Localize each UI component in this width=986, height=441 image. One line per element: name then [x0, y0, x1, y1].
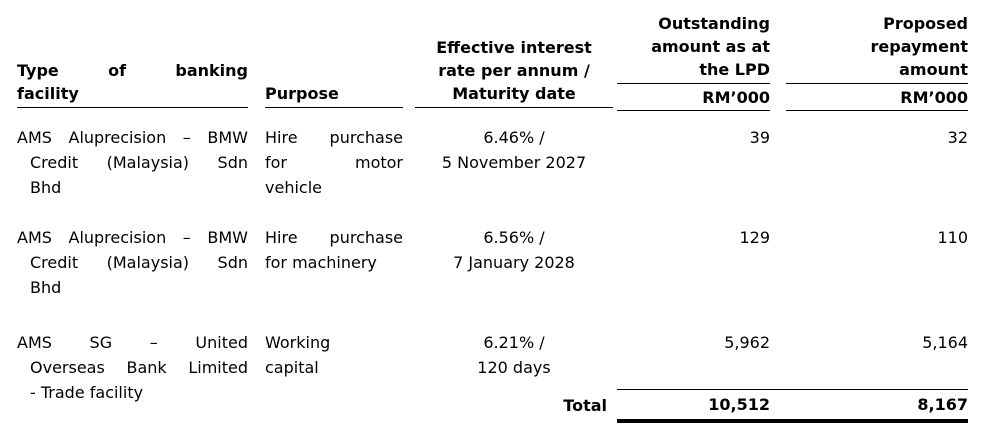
- header-proposed-line3: amount: [899, 60, 968, 79]
- purpose-line: capital: [265, 358, 319, 377]
- purpose-cell: Working capital: [265, 330, 403, 380]
- rate-line: 5 November 2027: [441, 153, 587, 172]
- table-row: AMS Aluprecision – BMW Credit (Malaysia)…: [0, 225, 986, 300]
- header-purpose-label: Purpose: [265, 84, 339, 103]
- rate-cell: 6.46% / 5 November 2027: [415, 125, 613, 175]
- facility-cell: AMS Aluprecision – BMW Credit (Malaysia)…: [17, 125, 248, 200]
- header-facility-line2: facility: [17, 84, 79, 103]
- facility-line: Bhd: [30, 278, 62, 297]
- rate-cell: 6.56% / 7 January 2028: [415, 225, 613, 275]
- facility-line: Overseas Bank Limited: [30, 358, 248, 377]
- header-facility-line1: Type of banking: [17, 61, 248, 80]
- rate-line: 6.56% /: [483, 228, 545, 247]
- header-facility: Type of banking facility: [17, 59, 248, 108]
- rate-line: 6.46% /: [483, 128, 545, 147]
- banking-facilities-table: Type of banking facility Purpose Effecti…: [0, 8, 986, 423]
- facility-line: - Trade facility: [30, 383, 144, 402]
- header-proposed-title: Proposed repayment amount: [786, 12, 968, 84]
- outstanding-amount: 39: [749, 128, 770, 147]
- total-outstanding: 10,512: [708, 395, 770, 414]
- proposed-amount: 5,164: [922, 333, 968, 352]
- table-row: AMS Aluprecision – BMW Credit (Malaysia)…: [0, 125, 986, 200]
- header-rate: Effective interest rate per annum / Matu…: [415, 36, 613, 108]
- header-outstanding-line3: the LPD: [699, 60, 770, 79]
- table-row: AMS SG – United Overseas Bank Limited - …: [0, 330, 986, 405]
- rate-line: 6.21% /: [483, 333, 545, 352]
- purpose-line: for motor: [265, 153, 403, 172]
- header-outstanding-title: Outstanding amount as at the LPD: [617, 12, 770, 84]
- header-proposed-line2: repayment: [870, 37, 969, 56]
- purpose-line: Working: [265, 333, 331, 352]
- header-proposed: Proposed repayment amount RM’000: [786, 12, 968, 111]
- header-purpose: Purpose: [265, 82, 403, 108]
- facility-line: AMS Aluprecision – BMW: [17, 228, 248, 247]
- header-outstanding: Outstanding amount as at the LPD RM’000: [617, 12, 770, 111]
- header-rate-line3: Maturity date: [452, 84, 576, 103]
- facility-line: AMS SG – United: [17, 333, 248, 352]
- rate-cell: 6.21% / 120 days: [415, 330, 613, 380]
- proposed-amount: 32: [947, 128, 968, 147]
- table-header-row: Type of banking facility Purpose Effecti…: [0, 8, 986, 111]
- header-proposed-line1: Proposed: [883, 14, 968, 33]
- outstanding-amount: 5,962: [724, 333, 770, 352]
- facility-cell: AMS Aluprecision – BMW Credit (Malaysia)…: [17, 225, 248, 300]
- facility-line: Bhd: [30, 178, 62, 197]
- facility-cell: AMS SG – United Overseas Bank Limited - …: [17, 330, 248, 405]
- header-proposed-unit: RM’000: [900, 88, 968, 107]
- rate-line: 120 days: [477, 358, 551, 377]
- header-outstanding-unit: RM’000: [702, 88, 770, 107]
- facility-line: AMS Aluprecision – BMW: [17, 128, 248, 147]
- purpose-cell: Hire purchase for machinery: [265, 225, 403, 275]
- outstanding-amount: 129: [739, 228, 770, 247]
- header-rate-line1: Effective interest: [436, 38, 592, 57]
- facility-line: Credit (Malaysia) Sdn: [30, 253, 248, 272]
- total-row: Total 10,512 8,167: [0, 389, 986, 423]
- header-outstanding-line2: amount as at: [651, 37, 770, 56]
- total-label: Total: [563, 396, 607, 415]
- facility-line: Credit (Malaysia) Sdn: [30, 153, 248, 172]
- total-proposed: 8,167: [917, 395, 968, 414]
- header-outstanding-line1: Outstanding: [658, 14, 770, 33]
- purpose-line: Hire purchase: [265, 228, 403, 247]
- purpose-line: vehicle: [265, 178, 322, 197]
- proposed-amount: 110: [937, 228, 968, 247]
- rate-line: 7 January 2028: [453, 253, 575, 272]
- purpose-cell: Hire purchase for motor vehicle: [265, 125, 403, 200]
- total-amounts: 10,512 8,167: [617, 389, 968, 423]
- purpose-line: Hire purchase: [265, 128, 403, 147]
- purpose-line: for machinery: [265, 253, 377, 272]
- header-rate-line2: rate per annum /: [438, 61, 590, 80]
